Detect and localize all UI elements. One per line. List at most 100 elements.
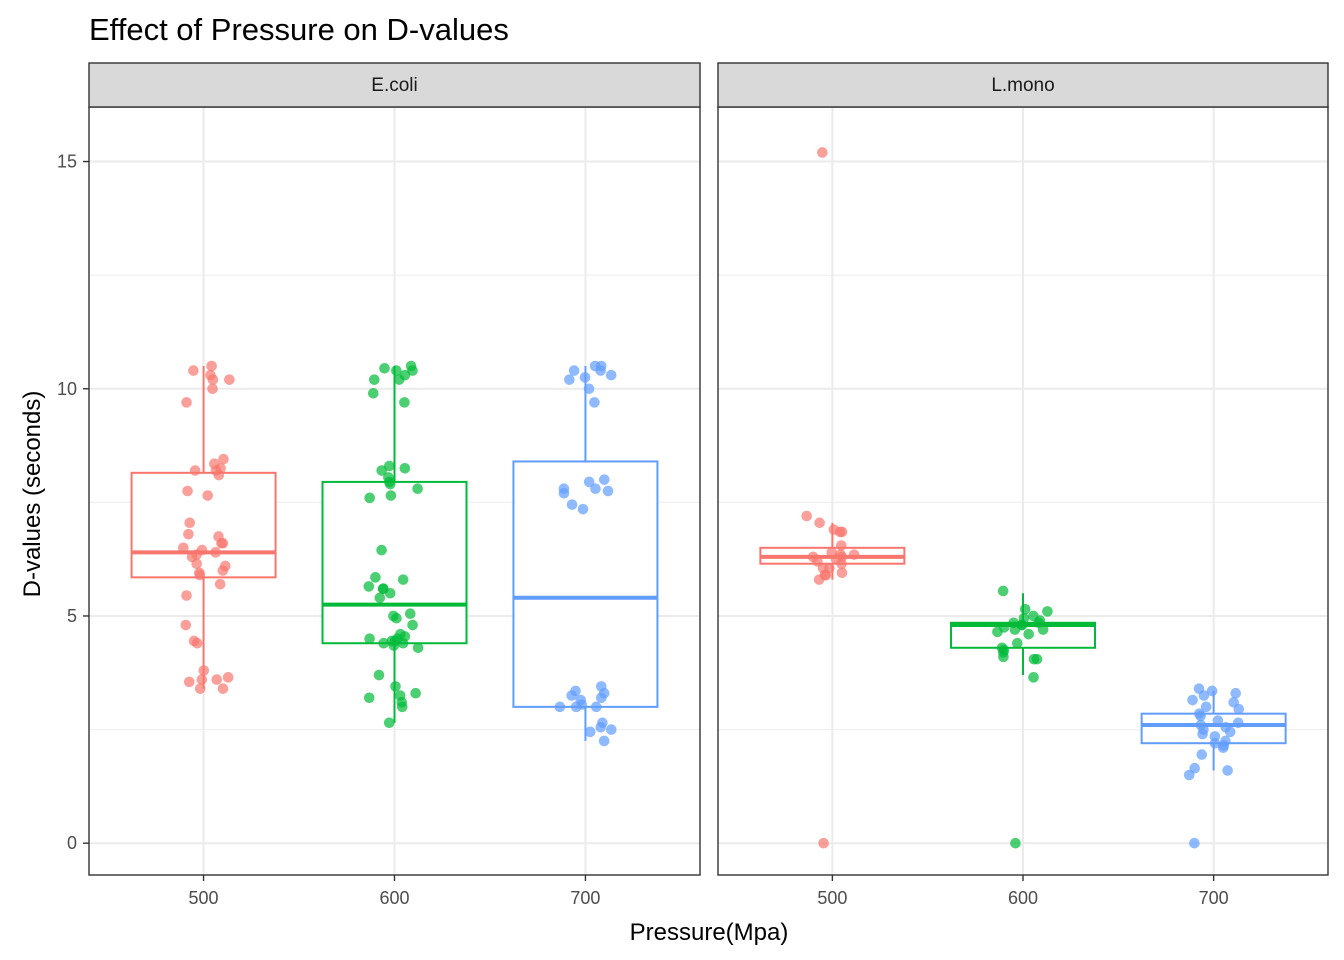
data-point [188,365,199,376]
data-point [198,665,210,676]
data-point [393,374,405,385]
box-iqr [512,460,659,708]
data-point [595,365,606,376]
data-point [191,637,203,649]
data-point [1230,687,1242,699]
data-point [385,490,397,501]
data-point [814,517,825,529]
data-point [407,365,418,376]
data-point [598,735,610,747]
data-point [376,465,388,476]
y-axis-title: D-values (seconds) [19,391,46,598]
data-point [183,528,194,540]
data-point [388,640,400,651]
x-tick-label: 600 [1008,888,1038,908]
data-point [224,374,235,385]
data-point [391,612,402,624]
box-iqr [130,471,277,579]
facet-strip [717,62,1329,108]
data-point [1011,637,1023,649]
data-point [818,837,829,849]
data-point [363,692,375,704]
data-point [1209,737,1221,749]
box-500 [130,360,277,694]
data-point [848,549,860,560]
data-point [1028,653,1040,665]
data-point [397,637,409,649]
data-point [570,701,582,713]
chart-title: Effect of Pressure on D-values [89,12,509,47]
data-point [1023,628,1034,640]
data-point [207,383,218,395]
data-point [374,592,386,604]
data-point [383,717,395,729]
data-point [992,626,1003,638]
data-point [813,574,825,585]
data-point [1009,624,1021,635]
data-point [554,701,566,713]
data-point [178,542,189,554]
data-point [566,690,577,701]
data-point [407,619,418,631]
data-point [558,487,570,499]
data-point [214,578,226,590]
data-point [183,676,195,688]
data-point [207,374,219,385]
data-point [210,547,221,558]
data-point [998,651,1009,663]
data-point [1212,715,1224,726]
data-point [590,483,601,495]
data-point [583,476,595,488]
data-point [598,474,610,485]
data-point [1217,742,1229,754]
data-point [1206,685,1218,697]
data-point [181,590,192,601]
data-point [364,492,375,504]
data-point [397,574,409,585]
data-point [367,387,379,399]
data-point [196,674,208,685]
data-point [390,681,401,692]
data-point [218,453,229,465]
data-point [564,374,575,385]
data-point [180,619,192,631]
data-point [206,360,217,372]
data-point [217,683,229,694]
y-tick-label: 0 [67,833,77,853]
data-point [368,374,380,385]
x-tick-label: 700 [1199,888,1229,908]
data-point [801,510,812,522]
y-tick-label: 10 [57,379,77,399]
x-tick-label: 700 [570,888,600,908]
data-point [399,462,411,474]
x-tick-label: 500 [189,888,219,908]
data-point [410,687,421,699]
data-point [1233,703,1245,715]
data-point [589,397,600,408]
facet-panels: E.coli 500 600 700 L.mono 500 600 700 [88,62,1329,908]
data-point [836,540,847,551]
data-point [194,683,206,694]
data-point [213,469,225,481]
data-point [194,569,206,581]
data-point [1187,694,1198,706]
data-point [836,567,848,579]
data-point [384,587,396,599]
data-point [817,147,828,158]
data-point [217,565,229,576]
data-point [396,701,408,713]
data-point [364,633,375,644]
data-point [836,558,847,570]
y-tick-label: 15 [57,152,77,172]
box-500 [759,147,906,849]
facet-strip-label: L.mono [991,75,1054,96]
data-point [1197,728,1208,740]
data-point [211,674,223,685]
data-point [1042,606,1053,617]
data-point [1198,690,1210,701]
data-point [1195,710,1206,722]
data-point [1028,672,1039,683]
data-point [376,544,387,556]
y-axis: 0 5 10 15 [57,152,89,853]
data-point [378,637,389,649]
